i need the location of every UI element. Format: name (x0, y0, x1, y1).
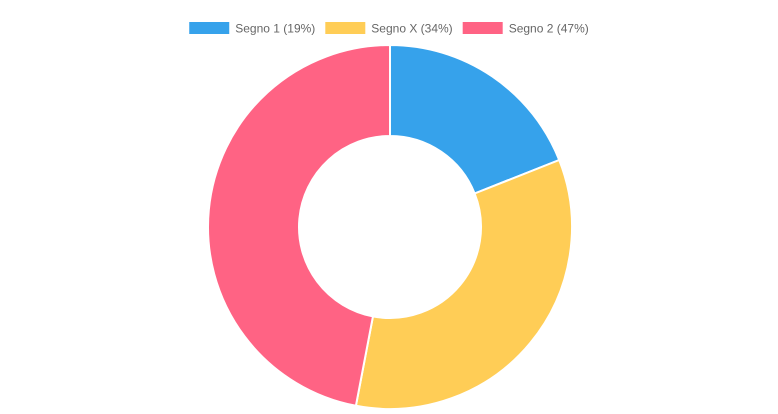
legend-label: Segno X (34%) (371, 22, 452, 36)
legend-item[interactable]: Segno 1 (19%) (189, 22, 315, 36)
chart-legend: Segno 1 (19%) Segno X (34%) Segno 2 (47%) (189, 22, 589, 36)
legend-swatch (189, 22, 230, 34)
legend-item[interactable]: Segno 2 (47%) (462, 22, 589, 36)
legend-item[interactable]: Segno X (34%) (325, 22, 453, 36)
legend-label: Segno 2 (47%) (509, 22, 589, 36)
chart-slice[interactable] (354, 158, 573, 410)
legend-swatch (462, 22, 503, 34)
chart-slices (207, 43, 573, 410)
legend-label: Segno 1 (19%) (235, 22, 315, 36)
chart-slice[interactable] (389, 43, 561, 195)
legend-swatch (325, 22, 366, 34)
chart-slice[interactable] (207, 43, 391, 407)
